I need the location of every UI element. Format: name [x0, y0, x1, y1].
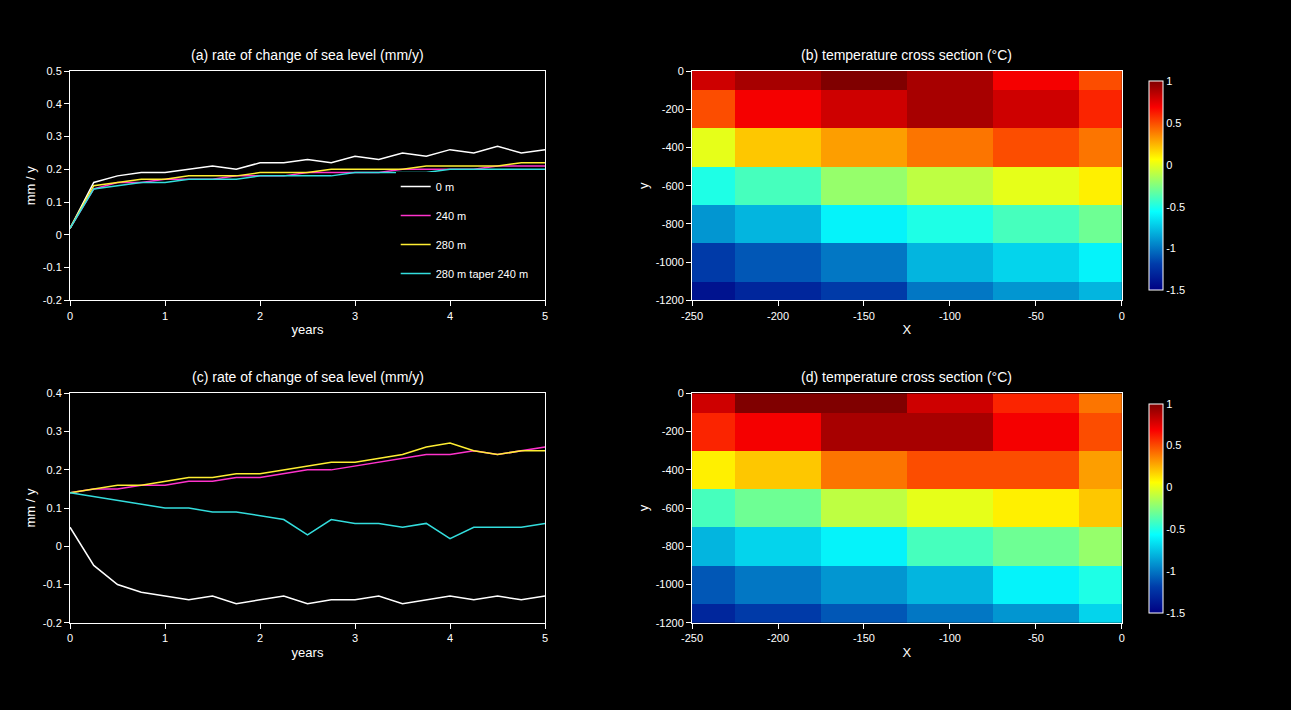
svg-text:-1000: -1000: [656, 256, 684, 268]
svg-text:X: X: [903, 322, 912, 337]
svg-text:0 m: 0 m: [436, 181, 454, 193]
svg-text:-150: -150: [853, 310, 875, 322]
svg-text:years: years: [292, 645, 324, 660]
svg-text:-50: -50: [1028, 632, 1044, 644]
svg-text:-200: -200: [767, 632, 789, 644]
svg-text:0.2: 0.2: [47, 464, 62, 476]
svg-text:280 m: 280 m: [436, 239, 467, 251]
svg-text:-0.1: -0.1: [43, 578, 62, 590]
svg-text:0.5: 0.5: [1166, 117, 1181, 129]
svg-text:0.4: 0.4: [47, 387, 62, 399]
svg-text:5: 5: [542, 632, 548, 644]
svg-text:4: 4: [447, 632, 453, 644]
svg-text:0.5: 0.5: [47, 65, 62, 77]
svg-text:mm / y: mm / y: [23, 166, 38, 205]
svg-text:3: 3: [352, 310, 358, 322]
svg-text:-200: -200: [662, 103, 684, 115]
svg-text:0: 0: [67, 310, 73, 322]
svg-text:0: 0: [67, 632, 73, 644]
svg-text:-200: -200: [662, 425, 684, 437]
svg-text:0.3: 0.3: [47, 425, 62, 437]
svg-text:-400: -400: [662, 464, 684, 476]
svg-text:-0.5: -0.5: [1166, 523, 1185, 535]
svg-text:-0.1: -0.1: [43, 261, 62, 273]
svg-text:-400: -400: [662, 141, 684, 153]
svg-text:5: 5: [542, 310, 548, 322]
svg-text:-1: -1: [1166, 565, 1176, 577]
svg-text:-800: -800: [662, 540, 684, 552]
svg-text:X: X: [903, 645, 912, 660]
svg-text:-800: -800: [662, 218, 684, 230]
svg-text:4: 4: [447, 310, 453, 322]
svg-text:0: 0: [1166, 481, 1172, 493]
svg-text:1: 1: [1166, 75, 1172, 87]
svg-text:0.3: 0.3: [47, 130, 62, 142]
svg-text:0.1: 0.1: [47, 196, 62, 208]
svg-text:240 m: 240 m: [436, 210, 467, 222]
svg-text:-100: -100: [939, 310, 961, 322]
svg-text:(c) rate of change of sea leve: (c) rate of change of sea level (mm/y): [192, 369, 424, 385]
svg-text:mm / y: mm / y: [23, 488, 38, 527]
svg-text:-200: -200: [767, 310, 789, 322]
svg-text:2: 2: [257, 632, 263, 644]
svg-text:-50: -50: [1028, 310, 1044, 322]
svg-text:-0.5: -0.5: [1166, 201, 1185, 213]
svg-text:-150: -150: [853, 632, 875, 644]
svg-text:-0.2: -0.2: [43, 294, 62, 306]
svg-text:0: 0: [1166, 159, 1172, 171]
svg-text:0: 0: [678, 65, 684, 77]
svg-text:(b) temperature cross section: (b) temperature cross section (°C): [801, 47, 1012, 63]
svg-text:-1000: -1000: [656, 578, 684, 590]
svg-text:-1.5: -1.5: [1166, 607, 1185, 619]
svg-text:-100: -100: [939, 632, 961, 644]
svg-text:(d) temperature cross section: (d) temperature cross section (°C): [801, 369, 1012, 385]
svg-text:3: 3: [352, 632, 358, 644]
svg-text:-600: -600: [662, 502, 684, 514]
svg-text:-1: -1: [1166, 242, 1176, 254]
svg-text:0.2: 0.2: [47, 163, 62, 175]
svg-text:0.5: 0.5: [1166, 439, 1181, 451]
svg-text:-250: -250: [681, 632, 703, 644]
svg-text:y: y: [636, 182, 651, 189]
svg-text:-0.2: -0.2: [43, 617, 62, 629]
svg-text:-1.5: -1.5: [1166, 284, 1185, 296]
svg-text:2: 2: [257, 310, 263, 322]
svg-text:0.4: 0.4: [47, 98, 62, 110]
svg-text:-600: -600: [662, 180, 684, 192]
svg-text:1: 1: [1166, 398, 1172, 410]
svg-text:1: 1: [162, 310, 168, 322]
svg-text:(a) rate of change of sea leve: (a) rate of change of sea level (mm/y): [191, 47, 424, 63]
svg-text:0: 0: [678, 387, 684, 399]
svg-text:-1200: -1200: [656, 617, 684, 629]
svg-text:-1200: -1200: [656, 294, 684, 306]
svg-text:0.1: 0.1: [47, 502, 62, 514]
svg-text:0: 0: [1119, 310, 1125, 322]
svg-text:-250: -250: [681, 310, 703, 322]
svg-text:y: y: [636, 504, 651, 511]
svg-text:280 m taper 240 m: 280 m taper 240 m: [436, 268, 528, 280]
svg-text:0: 0: [56, 229, 62, 241]
svg-text:1: 1: [162, 632, 168, 644]
svg-text:years: years: [292, 322, 324, 337]
svg-text:0: 0: [56, 540, 62, 552]
svg-text:0: 0: [1119, 632, 1125, 644]
